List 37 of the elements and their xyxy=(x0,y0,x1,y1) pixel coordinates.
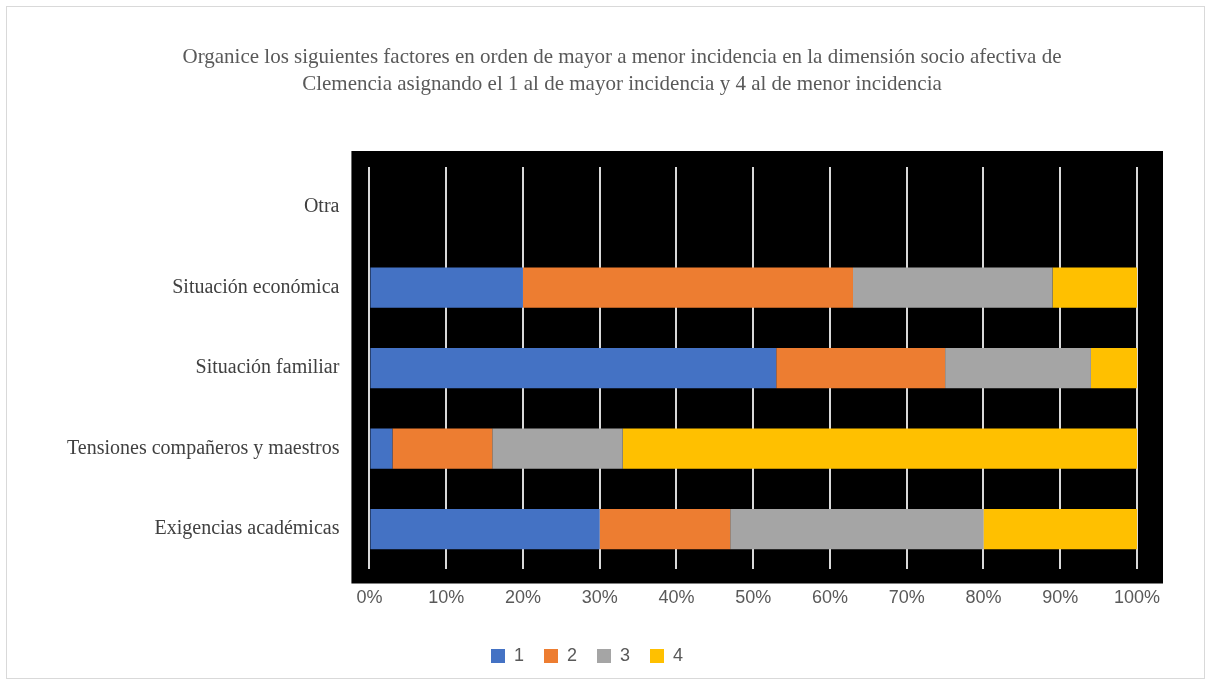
x-tick-label: 20% xyxy=(504,587,541,608)
bar xyxy=(776,348,946,389)
bar xyxy=(370,348,777,389)
y-tick-label: Tensiones compañeros y maestros xyxy=(67,435,340,459)
legend-label: 3 xyxy=(620,644,631,665)
x-tick-label: 10% xyxy=(428,587,465,608)
x-tick-label: 70% xyxy=(888,587,925,608)
bar xyxy=(392,428,493,469)
bar xyxy=(522,267,853,308)
x-tick-label: 50% xyxy=(735,587,772,608)
bar xyxy=(370,428,393,469)
bar xyxy=(945,348,1091,389)
x-tick-label: 90% xyxy=(1042,587,1079,608)
bar xyxy=(1090,348,1137,389)
y-tick-label: Situación económica xyxy=(172,274,340,297)
bar xyxy=(599,509,731,550)
bar xyxy=(853,267,1053,308)
x-tick-label: 80% xyxy=(965,587,1002,608)
bar xyxy=(1052,267,1137,308)
y-tick-label: Situación familiar xyxy=(195,355,340,378)
x-tick-label: 30% xyxy=(581,587,618,608)
chart-title: Organice los siguientes factores en orden de mayor a menor incidencia en la dimensión socio afectiva de Clemencia asignando el 1 al de mayor incidencia y 4 al de menor incidencia xyxy=(181,43,1063,97)
bar xyxy=(622,428,1137,469)
y-tick-label: Otra xyxy=(303,194,340,217)
bar xyxy=(370,509,600,550)
x-tick-label: 60% xyxy=(811,587,848,608)
bar xyxy=(370,267,523,308)
x-tick-label: 40% xyxy=(658,587,695,608)
x-tick-label: 100% xyxy=(1113,587,1161,608)
bar xyxy=(492,428,623,469)
legend-label: 2 xyxy=(566,644,577,665)
y-tick-label: Exigencias académicas xyxy=(154,516,340,540)
bar xyxy=(730,509,984,550)
legend-label: 4 xyxy=(673,644,684,665)
bar xyxy=(983,509,1137,550)
x-tick-label: 0% xyxy=(356,587,383,608)
legend-label: 1 xyxy=(513,644,524,665)
